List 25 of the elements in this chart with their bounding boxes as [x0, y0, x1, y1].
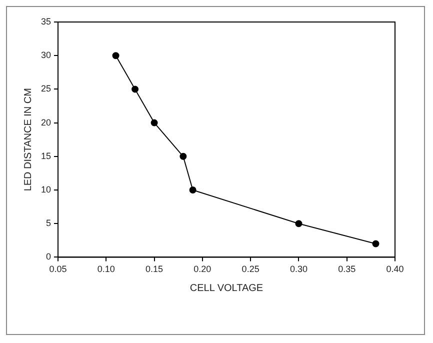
x-tick-label: 0.05 — [49, 264, 67, 274]
x-tick-label: 0.20 — [194, 264, 212, 274]
x-tick-label: 0.10 — [97, 264, 115, 274]
point — [372, 240, 380, 248]
y-tick-label: 20 — [40, 117, 52, 128]
x-tick-label: 0.40 — [386, 264, 404, 274]
point — [132, 86, 139, 93]
y-tick-label: 35 — [40, 16, 52, 26]
x-axis-title: CELL VOLTAGE — [190, 282, 264, 294]
y-tick-label: 10 — [40, 184, 52, 194]
y-axis-title: LED DISTANCE IN CM — [22, 88, 34, 192]
x-tick-label: 0.15 — [146, 264, 164, 274]
point — [180, 152, 187, 160]
x-tick-label: 0.35 — [338, 264, 356, 274]
point — [295, 220, 302, 228]
y-tick-label: 25 — [40, 84, 52, 94]
y-tick-label: 5 — [46, 218, 52, 228]
point — [189, 186, 196, 194]
point — [112, 52, 120, 60]
point — [150, 119, 158, 126]
x-tick-label: 0.25 — [242, 264, 260, 274]
y-tick-label: 15 — [40, 150, 52, 161]
y-tick-label: 30 — [40, 50, 52, 60]
x-tick-label: 0.30 — [290, 264, 308, 274]
y-tick-label: 0 — [46, 252, 52, 262]
